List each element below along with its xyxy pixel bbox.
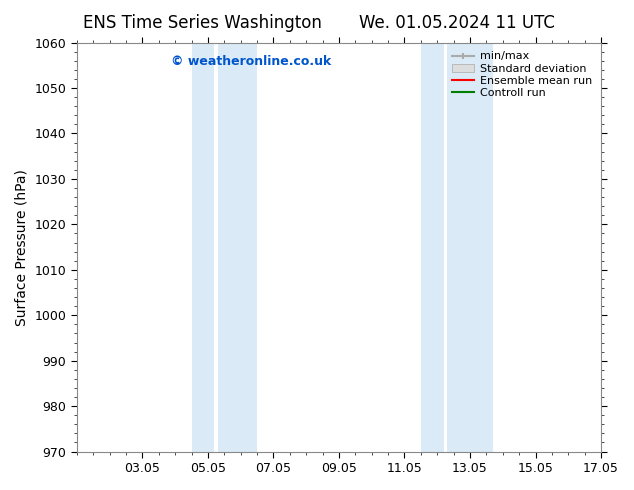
Bar	[191, 43, 214, 452]
Bar	[217, 43, 257, 452]
Bar	[421, 43, 444, 452]
Y-axis label: Surface Pressure (hPa): Surface Pressure (hPa)	[15, 169, 29, 325]
Text: © weatheronline.co.uk: © weatheronline.co.uk	[171, 55, 332, 68]
Legend: min/max, Standard deviation, Ensemble mean run, Controll run: min/max, Standard deviation, Ensemble me…	[449, 48, 595, 101]
Text: We. 01.05.2024 11 UTC: We. 01.05.2024 11 UTC	[359, 14, 554, 32]
Bar	[447, 43, 493, 452]
Text: ENS Time Series Washington: ENS Time Series Washington	[84, 14, 322, 32]
